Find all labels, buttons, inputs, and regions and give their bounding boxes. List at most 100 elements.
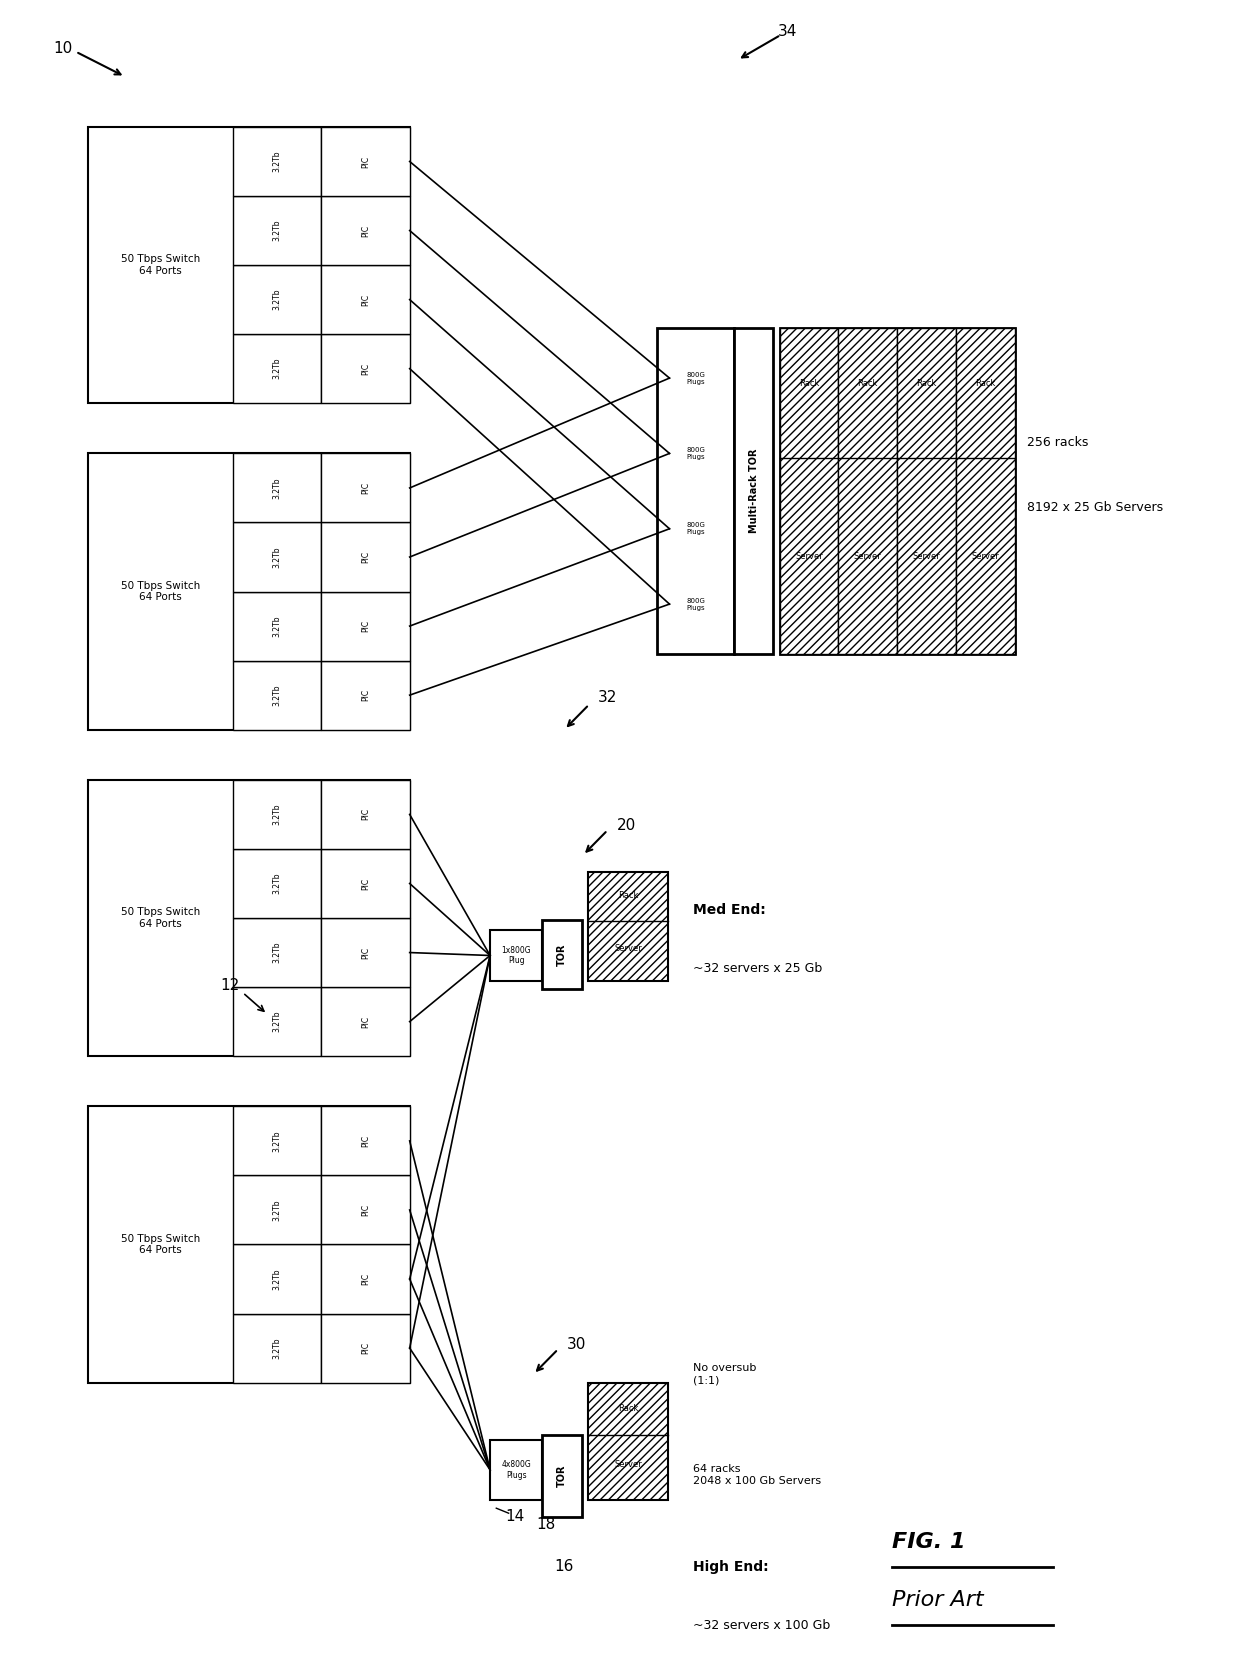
Text: PIC: PIC (361, 808, 370, 820)
Text: 14: 14 (505, 1509, 525, 1524)
FancyBboxPatch shape (542, 921, 582, 989)
Text: 3.2Tb: 3.2Tb (273, 478, 281, 498)
FancyBboxPatch shape (321, 127, 409, 196)
FancyBboxPatch shape (321, 1176, 409, 1244)
Text: Med End:: Med End: (693, 902, 766, 917)
Text: 3.2Tb: 3.2Tb (273, 1337, 281, 1358)
FancyBboxPatch shape (88, 780, 409, 1057)
FancyBboxPatch shape (321, 265, 409, 334)
FancyBboxPatch shape (670, 419, 722, 486)
FancyBboxPatch shape (321, 453, 409, 523)
Text: 32: 32 (598, 691, 618, 706)
Text: 800G
Plugs: 800G Plugs (686, 448, 704, 459)
FancyBboxPatch shape (670, 344, 722, 411)
Text: 3.2Tb: 3.2Tb (273, 1268, 281, 1290)
FancyBboxPatch shape (88, 1107, 409, 1382)
Text: 3.2Tb: 3.2Tb (273, 151, 281, 173)
Text: Rack: Rack (858, 379, 878, 387)
FancyBboxPatch shape (542, 1436, 582, 1516)
FancyBboxPatch shape (321, 661, 409, 729)
FancyBboxPatch shape (490, 1441, 542, 1499)
FancyBboxPatch shape (233, 265, 321, 334)
Text: 18: 18 (536, 1518, 556, 1533)
Text: 50 Tbps Switch
64 Ports: 50 Tbps Switch 64 Ports (120, 1234, 200, 1256)
Text: 3.2Tb: 3.2Tb (273, 1199, 281, 1221)
Text: High End:: High End: (693, 1560, 769, 1573)
Text: PIC: PIC (361, 620, 370, 632)
Text: Server: Server (913, 552, 940, 560)
Text: 800G
Plugs: 800G Plugs (686, 522, 704, 535)
FancyBboxPatch shape (233, 1107, 321, 1176)
FancyBboxPatch shape (897, 329, 956, 654)
Text: Multi-Rack TOR: Multi-Rack TOR (749, 449, 759, 533)
FancyBboxPatch shape (233, 780, 321, 849)
FancyBboxPatch shape (321, 1244, 409, 1313)
Text: 3.2Tb: 3.2Tb (273, 615, 281, 637)
FancyBboxPatch shape (321, 592, 409, 661)
FancyBboxPatch shape (233, 127, 321, 196)
FancyBboxPatch shape (321, 523, 409, 592)
Text: 12: 12 (221, 978, 239, 993)
Text: PIC: PIC (361, 689, 370, 701)
Text: 4x800G
Plugs: 4x800G Plugs (501, 1461, 531, 1479)
Text: Server: Server (971, 552, 999, 560)
FancyBboxPatch shape (233, 988, 321, 1057)
Text: PIC: PIC (361, 877, 370, 889)
Text: PIC: PIC (361, 1273, 370, 1285)
Text: 34: 34 (777, 23, 797, 39)
Text: PIC: PIC (361, 1204, 370, 1216)
Text: 3.2Tb: 3.2Tb (273, 1130, 281, 1152)
Text: PIC: PIC (361, 552, 370, 563)
FancyBboxPatch shape (490, 931, 542, 981)
FancyBboxPatch shape (233, 453, 321, 523)
FancyBboxPatch shape (233, 661, 321, 729)
Text: Rack: Rack (618, 892, 639, 901)
FancyBboxPatch shape (321, 1313, 409, 1382)
Text: 3.2Tb: 3.2Tb (273, 220, 281, 241)
Text: 30: 30 (567, 1337, 587, 1352)
Text: PIC: PIC (361, 156, 370, 168)
Text: 20: 20 (616, 818, 636, 832)
Text: Rack: Rack (618, 1404, 639, 1414)
FancyBboxPatch shape (321, 780, 409, 849)
Text: Rack: Rack (916, 379, 936, 387)
Text: Rack: Rack (799, 379, 820, 387)
FancyBboxPatch shape (233, 1244, 321, 1313)
Text: PIC: PIC (361, 1342, 370, 1353)
FancyBboxPatch shape (88, 127, 409, 402)
FancyBboxPatch shape (233, 1313, 321, 1382)
FancyBboxPatch shape (233, 523, 321, 592)
Text: 3.2Tb: 3.2Tb (273, 547, 281, 569)
Text: FIG. 1: FIG. 1 (893, 1531, 966, 1551)
Text: TOR: TOR (557, 1464, 567, 1487)
Text: ~32 servers x 100 Gb: ~32 servers x 100 Gb (693, 1618, 831, 1632)
FancyBboxPatch shape (321, 988, 409, 1057)
Text: Server: Server (795, 552, 823, 560)
FancyBboxPatch shape (233, 849, 321, 917)
Text: 800G
Plugs: 800G Plugs (686, 597, 704, 610)
Text: PIC: PIC (361, 946, 370, 959)
FancyBboxPatch shape (233, 1176, 321, 1244)
FancyBboxPatch shape (88, 453, 409, 729)
Text: Server: Server (614, 1461, 642, 1469)
FancyBboxPatch shape (588, 872, 668, 981)
FancyBboxPatch shape (233, 592, 321, 661)
FancyBboxPatch shape (233, 334, 321, 402)
Text: 50 Tbps Switch
64 Ports: 50 Tbps Switch 64 Ports (120, 907, 200, 929)
Text: 16: 16 (554, 1560, 574, 1575)
Text: 3.2Tb: 3.2Tb (273, 1011, 281, 1033)
FancyBboxPatch shape (780, 329, 838, 654)
Text: 50 Tbps Switch
64 Ports: 50 Tbps Switch 64 Ports (120, 580, 200, 602)
FancyBboxPatch shape (321, 917, 409, 988)
Text: PIC: PIC (361, 225, 370, 236)
Text: 3.2Tb: 3.2Tb (273, 684, 281, 706)
FancyBboxPatch shape (780, 329, 1014, 654)
Text: 256 racks: 256 racks (1027, 436, 1089, 449)
Text: 8192 x 25 Gb Servers: 8192 x 25 Gb Servers (1027, 501, 1163, 513)
Text: 800G
Plugs: 800G Plugs (686, 372, 704, 384)
Text: Prior Art: Prior Art (893, 1590, 983, 1610)
Text: 3.2Tb: 3.2Tb (273, 942, 281, 963)
Text: 3.2Tb: 3.2Tb (273, 288, 281, 310)
Text: No oversub
(1:1): No oversub (1:1) (693, 1363, 756, 1385)
Text: 3.2Tb: 3.2Tb (273, 357, 281, 379)
